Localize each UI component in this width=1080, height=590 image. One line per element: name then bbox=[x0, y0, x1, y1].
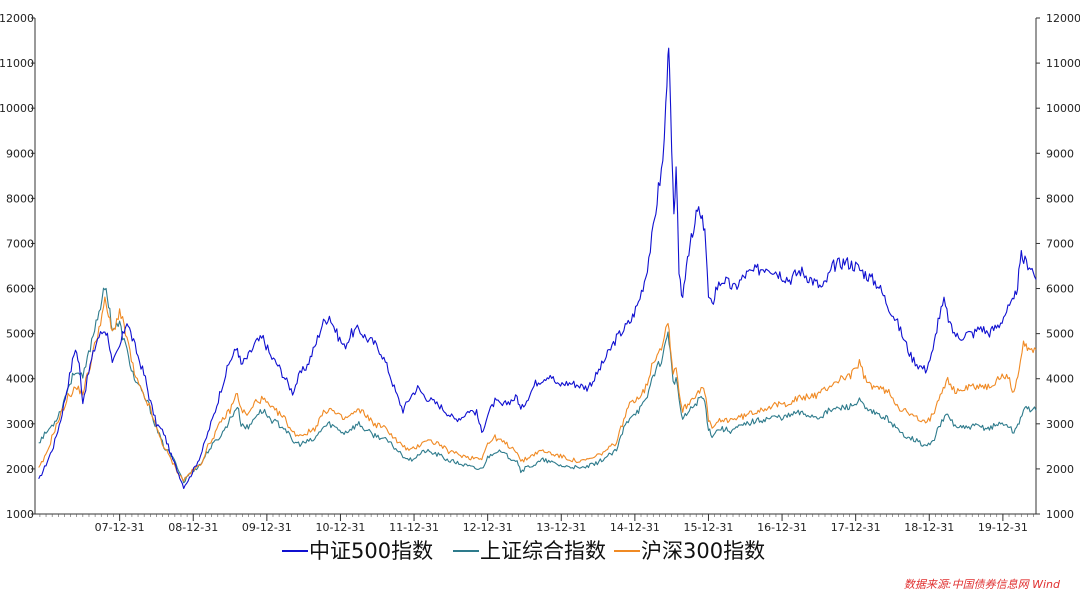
series-lines bbox=[38, 47, 1037, 490]
legend: 中证500指数 上证综合指数 沪深300指数 bbox=[282, 539, 765, 563]
y-tick-label-left: 10000 bbox=[0, 102, 34, 115]
y-tick-label-left: 12000 bbox=[0, 12, 34, 25]
y-tick-label-right: 8000 bbox=[1046, 192, 1074, 205]
y-tick-label-right: 11000 bbox=[1046, 57, 1080, 70]
y-tick-label-right: 1000 bbox=[1046, 508, 1074, 521]
y-tick-label-left: 5000 bbox=[6, 328, 34, 341]
y-tick-label-right: 9000 bbox=[1046, 147, 1074, 160]
axes: 1000 1000 2000 2000 3000 3000 4000 4000 5000 5000… bbox=[0, 12, 1080, 534]
x-tick-label: 19-12-31 bbox=[978, 521, 1028, 534]
series-line-2 bbox=[38, 296, 1037, 482]
x-tick-label: 07-12-31 bbox=[95, 521, 145, 534]
x-tick-label: 18-12-31 bbox=[904, 521, 954, 534]
series-line-0 bbox=[38, 47, 1037, 490]
x-tick-label: 11-12-31 bbox=[389, 521, 439, 534]
x-tick-label: 08-12-31 bbox=[168, 521, 218, 534]
source-note: 数据来源:中国债券信息网 Wind bbox=[904, 578, 1061, 590]
y-tick-label-right: 5000 bbox=[1046, 328, 1074, 341]
y-tick-label-right: 3000 bbox=[1046, 418, 1074, 431]
y-tick-label-right: 7000 bbox=[1046, 237, 1074, 250]
y-tick-label-right: 4000 bbox=[1046, 373, 1074, 386]
y-tick-label-right: 12000 bbox=[1046, 12, 1080, 25]
y-tick-label-left: 8000 bbox=[6, 192, 34, 205]
legend-label-2: 沪深300指数 bbox=[641, 539, 765, 563]
y-tick-label-left: 6000 bbox=[6, 283, 34, 296]
y-tick-label-left: 1000 bbox=[6, 508, 34, 521]
y-tick-label-left: 4000 bbox=[6, 373, 34, 386]
series-line-1 bbox=[38, 287, 1037, 484]
y-tick-label-right: 2000 bbox=[1046, 463, 1074, 476]
y-tick-label-left: 2000 bbox=[6, 463, 34, 476]
x-tick-label: 16-12-31 bbox=[757, 521, 807, 534]
x-tick-label: 10-12-31 bbox=[315, 521, 365, 534]
x-tick-label: 13-12-31 bbox=[536, 521, 586, 534]
y-tick-label-left: 7000 bbox=[6, 237, 34, 250]
y-tick-label-right: 10000 bbox=[1046, 102, 1080, 115]
x-tick-label: 14-12-31 bbox=[610, 521, 660, 534]
y-tick-label-left: 11000 bbox=[0, 57, 34, 70]
y-tick-label-left: 3000 bbox=[6, 418, 34, 431]
y-tick-label-left: 9000 bbox=[6, 147, 34, 160]
y-tick-label-right: 6000 bbox=[1046, 283, 1074, 296]
x-tick-label: 09-12-31 bbox=[242, 521, 292, 534]
legend-label-0: 中证500指数 bbox=[309, 539, 433, 563]
x-tick-label: 15-12-31 bbox=[683, 521, 733, 534]
x-tick-label: 12-12-31 bbox=[463, 521, 513, 534]
x-tick-label: 17-12-31 bbox=[831, 521, 881, 534]
legend-label-1: 上证综合指数 bbox=[480, 539, 606, 563]
